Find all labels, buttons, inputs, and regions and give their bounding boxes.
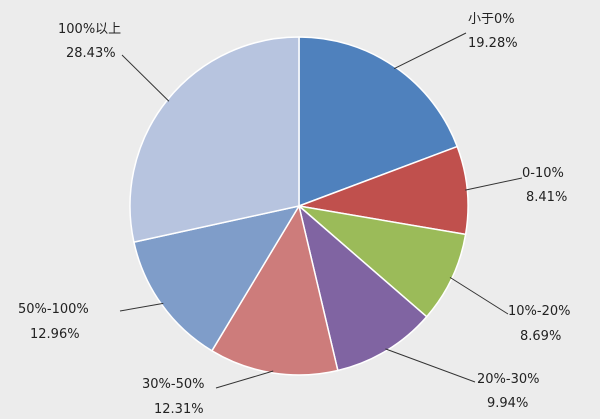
- category-label-5: 50%-100%: [18, 302, 89, 317]
- leader-line-3: [385, 348, 476, 383]
- value-label-1: 8.41%: [526, 190, 567, 205]
- category-label-1: 0-10%: [522, 166, 564, 181]
- value-label-4: 12.31%: [154, 402, 204, 417]
- pie-slice-0: [298, 36, 458, 207]
- value-label-6: 28.43%: [66, 46, 116, 61]
- value-label-0: 19.28%: [468, 36, 518, 51]
- value-label-3: 9.94%: [487, 396, 528, 411]
- category-label-4: 30%-50%: [142, 377, 204, 392]
- pie-slice-3: [298, 205, 428, 372]
- category-label-2: 10%-20%: [508, 304, 570, 319]
- value-label-2: 8.69%: [520, 329, 561, 344]
- category-label-0: 小于0%: [468, 12, 515, 27]
- category-label-3: 20%-30%: [477, 372, 539, 387]
- leader-line-2: [449, 276, 509, 315]
- pie-slice-6: [129, 36, 300, 243]
- leader-lines: [119, 32, 523, 389]
- leader-line-4: [215, 370, 274, 389]
- category-label-6: 100%以上: [58, 22, 121, 37]
- pie-slices: [129, 36, 469, 376]
- leader-line-1: [465, 177, 523, 191]
- pie-slice-4: [211, 205, 339, 376]
- leader-line-5: [119, 302, 164, 312]
- data-labels: 小于0% 19.28% 0-10% 8.41% 10%-20% 8.69% 20…: [18, 12, 570, 417]
- leader-line-0: [393, 32, 467, 70]
- value-label-5: 12.96%: [30, 327, 80, 342]
- leader-line-6: [121, 54, 170, 102]
- pie-slice-5: [133, 205, 300, 352]
